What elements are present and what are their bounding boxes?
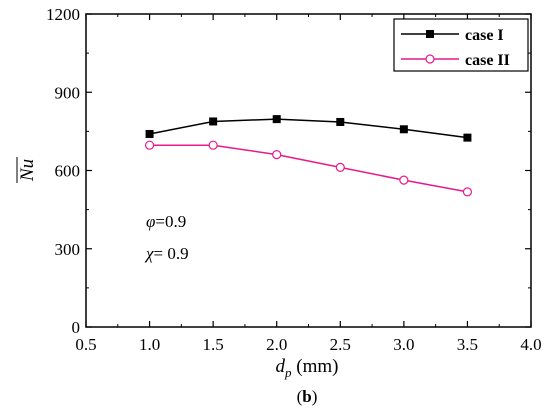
data-point-case-2 (144, 140, 155, 150)
phi-value: =0.9 (155, 212, 186, 231)
series-line-2 (149, 144, 468, 193)
data-point-case-1 (336, 117, 345, 126)
data-point-case-2 (399, 175, 409, 185)
chi-symbol: χ (144, 244, 154, 263)
caption-letter: b (302, 387, 311, 406)
y-tick-label: 900 (55, 83, 81, 102)
y-tick-label: 300 (55, 240, 81, 259)
figure-caption: (b) (297, 387, 318, 406)
x-axis-title: dp (mm) (276, 356, 339, 380)
series-layer (144, 115, 473, 197)
data-point-case-1 (145, 129, 154, 138)
x-axis-title-unit: (mm) (292, 356, 339, 377)
x-tick-label: 3.5 (457, 335, 478, 354)
y-axis-label: Nu (17, 159, 38, 182)
x-axis-title-main: d (276, 356, 286, 377)
x-tick-label: 1.0 (139, 335, 160, 354)
x-tick-label: 2.5 (330, 335, 351, 354)
chi-annotation: χ= 0.9 (144, 244, 189, 263)
x-axis: 0.5 1.0 1.5 2.0 2.5 3.0 3.5 4.0 (75, 14, 542, 354)
legend-entry-case-2: case II (401, 52, 510, 69)
legend-marker-case-2 (425, 54, 435, 64)
data-point-case-2 (272, 149, 282, 160)
legend-box (393, 18, 529, 72)
data-point-case-2 (208, 140, 218, 150)
x-tick-label: 3.0 (393, 335, 414, 354)
x-tick-label: 2.0 (266, 335, 287, 354)
y-axis: 0 300 600 900 1200 (46, 5, 531, 337)
series-line-1 (149, 118, 468, 139)
data-point-case-1 (209, 117, 218, 126)
x-tick-label: 4.0 (520, 335, 541, 354)
legend-entry-case-1: case I (401, 27, 504, 44)
y-tick-label: 1200 (46, 5, 80, 24)
data-point-case-1 (463, 133, 472, 142)
data-point-case-2 (335, 162, 345, 172)
caption-open: ( (297, 387, 303, 406)
legend-label-case-2: case II (465, 52, 510, 69)
legend-label-case-1: case I (465, 27, 504, 44)
legend-marker-case-1 (426, 30, 434, 38)
data-point-case-2 (462, 187, 473, 197)
y-tick-label: 0 (72, 318, 81, 337)
data-point-case-1 (399, 125, 408, 134)
data-point-case-1 (272, 115, 281, 124)
phi-annotation: φ=0.9 (146, 212, 186, 231)
legend: case I case II (393, 18, 529, 72)
chi-value: = 0.9 (153, 244, 188, 263)
x-axis-title-subscript: p (284, 365, 292, 380)
y-tick-label: 600 (55, 162, 81, 181)
y-axis-title: Nu (16, 157, 38, 183)
phi-symbol: φ (146, 212, 155, 231)
x-tick-label: 1.5 (203, 335, 224, 354)
caption-close: ) (312, 387, 318, 406)
x-tick-label: 0.5 (75, 335, 96, 354)
